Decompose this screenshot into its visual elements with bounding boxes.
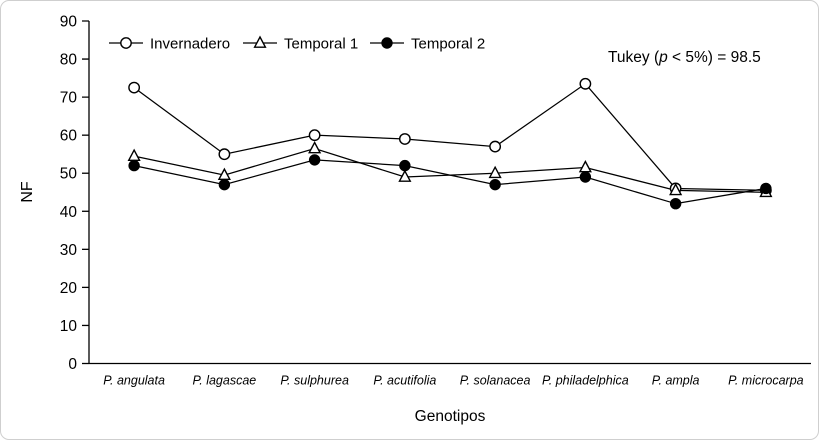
series-line-invernadero — [133, 82, 766, 191]
marker-temporal-2 — [669, 197, 682, 210]
x-category-label: P. angulata — [103, 374, 165, 388]
y-axis-title: NF — [19, 181, 36, 203]
tukey-annotation: Tukey (p < 5%) = 98.5 — [608, 49, 761, 66]
x-category-label: P. microcarpa — [728, 374, 804, 388]
y-tick-label: 30 — [60, 242, 78, 259]
marker-temporal-1 — [578, 160, 592, 173]
y-tick-label: 40 — [60, 204, 78, 221]
y-axis: 0 10 20 30 40 50 60 70 80 90 — [60, 14, 90, 373]
circle-open-icon — [120, 37, 132, 49]
x-category-label: P. solanacea — [460, 374, 531, 388]
x-category-label: P. philadelphica — [542, 374, 629, 388]
y-tick-label: 50 — [60, 166, 78, 183]
legend: Invernadero Temporal 1 Temporal 2 — [109, 36, 485, 53]
marker-invernadero — [218, 148, 231, 161]
marker-temporal-2 — [399, 159, 411, 172]
marker-invernadero — [398, 133, 411, 145]
y-tick-label: 10 — [60, 318, 78, 335]
marker-temporal-2 — [308, 154, 321, 166]
marker-invernadero — [128, 81, 141, 94]
y-tick-label: 0 — [68, 356, 77, 373]
marker-invernadero — [308, 129, 321, 142]
y-tick-label: 90 — [60, 14, 78, 31]
y-tick-label: 60 — [60, 128, 78, 145]
marker-temporal-2 — [579, 171, 592, 183]
series-group — [127, 77, 773, 210]
marker-temporal-1 — [488, 165, 502, 179]
legend-label: Temporal 2 — [411, 36, 485, 53]
x-axis-title: Genotipos — [415, 408, 486, 425]
legend-label: Temporal 1 — [284, 36, 358, 53]
x-axis: P. angulata P. lagascae P. sulphurea P. acu… — [89, 362, 811, 388]
marker-temporal-1 — [398, 169, 412, 182]
marker-temporal-2 — [128, 159, 140, 172]
marker-invernadero — [489, 140, 502, 153]
y-tick-label: 70 — [60, 90, 78, 107]
legend-item-temporal-2: Temporal 2 — [370, 36, 485, 53]
x-category-label: P. ampla — [652, 374, 700, 388]
marker-temporal-1 — [127, 148, 141, 161]
marker-invernadero — [579, 77, 592, 90]
marker-temporal-2 — [489, 178, 501, 191]
marker-temporal-1 — [308, 140, 322, 154]
x-category-label: P. acutifolia — [373, 374, 436, 388]
x-category-label: P. sulphurea — [280, 374, 349, 388]
series-line-temporal-2 — [133, 159, 766, 205]
triangle-open-icon — [253, 35, 267, 48]
marker-temporal-2 — [760, 182, 772, 195]
y-tick-label: 80 — [60, 52, 78, 69]
marker-temporal-1 — [669, 182, 683, 196]
x-category-label: P. lagascae — [193, 374, 257, 388]
y-tick-label: 20 — [60, 280, 78, 297]
marker-temporal-2 — [218, 178, 231, 191]
legend-label: Invernadero — [150, 36, 230, 53]
legend-item-temporal-1: Temporal 1 — [243, 36, 358, 53]
legend-item-invernadero: Invernadero — [109, 36, 230, 53]
circle-filled-icon — [381, 37, 393, 49]
